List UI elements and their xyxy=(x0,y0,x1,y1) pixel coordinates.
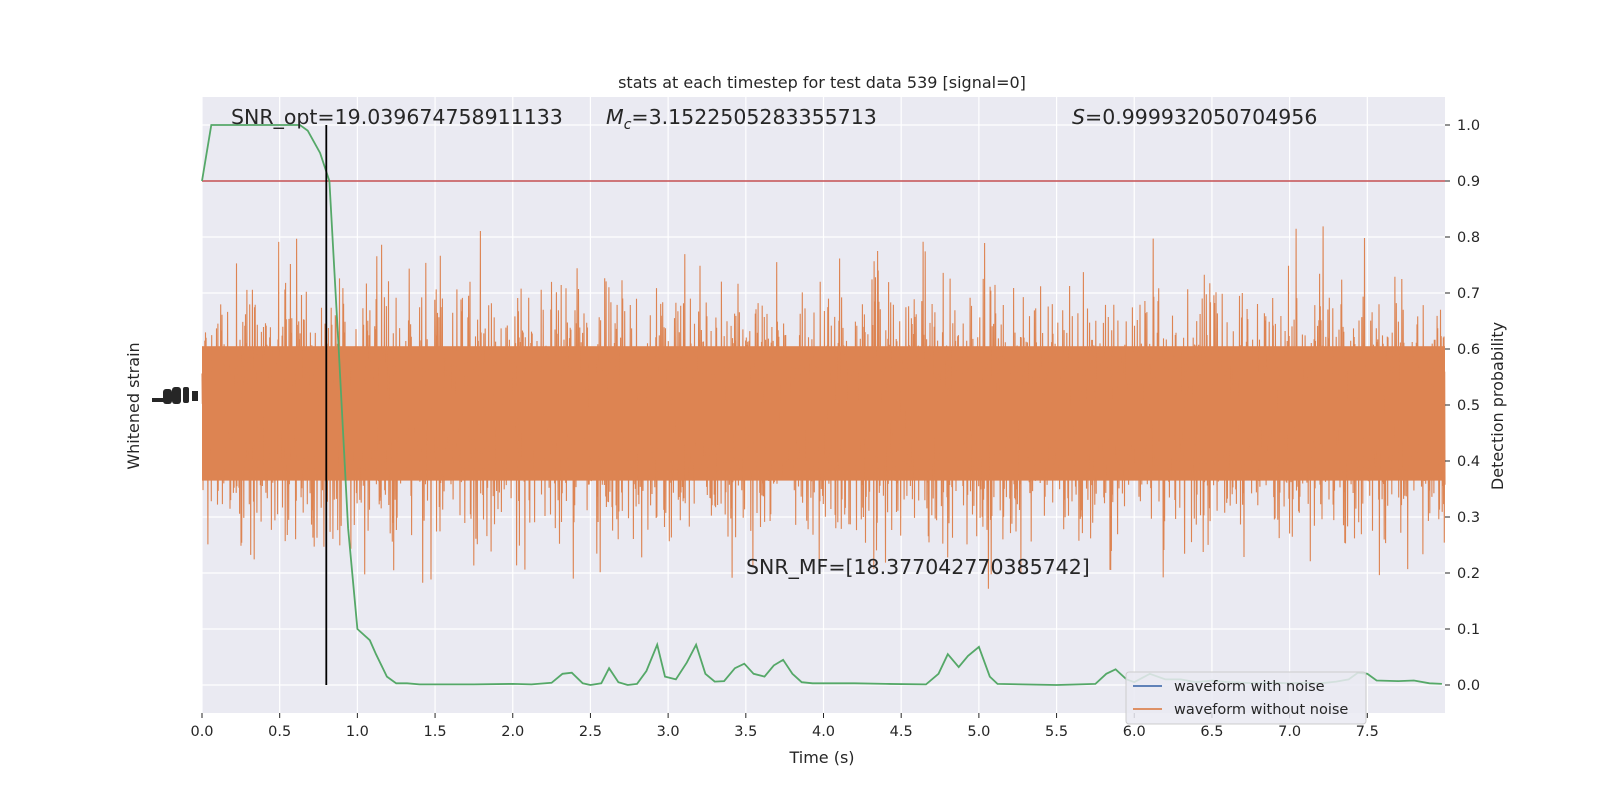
annotation-s-symbol: S xyxy=(1072,105,1085,129)
x-tick-label: 5.5 xyxy=(1045,724,1068,740)
y-tick-label: 0.3 xyxy=(1457,510,1480,526)
y-tick-label: 0.9 xyxy=(1457,174,1480,190)
x-tick-label: 6.0 xyxy=(1123,724,1146,740)
x-tick-label: 0.0 xyxy=(190,724,213,740)
series-waveform-without-noise xyxy=(201,226,1446,589)
annotation-mc-symbol: M xyxy=(606,105,624,129)
x-tick-label: 6.5 xyxy=(1200,724,1223,740)
legend-label-with-noise: waveform with noise xyxy=(1174,679,1325,695)
annotation-mc-subscript: c xyxy=(624,117,632,133)
y-axis-label-right: Detection probability xyxy=(1488,322,1507,490)
annotation-mc-value: =3.1522505283355713 xyxy=(631,105,876,129)
x-tick-label: 5.0 xyxy=(967,724,990,740)
x-tick-label: 4.0 xyxy=(812,724,835,740)
y-tick-label: 0.5 xyxy=(1457,398,1480,414)
y-tick-label: 0.1 xyxy=(1457,622,1480,638)
y-axis-label-left: Whitened strain xyxy=(124,342,143,469)
x-tick-label: 3.0 xyxy=(657,724,680,740)
y-tick-label: 0.6 xyxy=(1457,342,1480,358)
annotation-s: S=0.999932050704956 xyxy=(1072,105,1317,129)
x-tick-label: 1.0 xyxy=(346,724,369,740)
x-axis-label: Time (s) xyxy=(788,748,854,767)
x-tick-label: 2.5 xyxy=(579,724,602,740)
chart-title: stats at each timestep for test data 539… xyxy=(618,73,1026,92)
x-tick-label: 1.5 xyxy=(424,724,447,740)
y-tick-label: 0.2 xyxy=(1457,566,1480,582)
strain-series xyxy=(201,226,1446,589)
y-tick-label: 1.0 xyxy=(1457,118,1480,134)
y-tick-label: 0.0 xyxy=(1457,678,1480,694)
x-tick-label: 0.5 xyxy=(268,724,291,740)
annotation-mc: Mc=3.1522505283355713 xyxy=(606,105,877,133)
x-tick-label: 4.5 xyxy=(890,724,913,740)
annotation-s-value: =0.999932050704956 xyxy=(1085,105,1317,129)
x-tick-label: 7.0 xyxy=(1278,724,1301,740)
legend-box xyxy=(1125,671,1367,725)
y-right-axis-ticks: 0.0 0.1 0.2 0.3 0.4 0.5 0.6 0.7 0.8 0.9 1.0 xyxy=(1445,118,1480,694)
y-tick-label: 0.4 xyxy=(1457,454,1480,470)
legend-label-without-noise: waveform without noise xyxy=(1174,702,1348,718)
x-axis-ticks: 0.0 0.5 1.0 1.5 2.0 2.5 3.0 3.5 4.0 4.5 5.0 5.5 6.0 6… xyxy=(190,713,1379,740)
annotation-snr-opt: SNR_opt=19.039674758911133 xyxy=(231,105,563,130)
y-tick-label: 0.8 xyxy=(1457,230,1480,246)
left-tick-label-cluster xyxy=(152,387,198,404)
y-tick-label: 0.7 xyxy=(1457,286,1480,302)
annotation-snr-mf: SNR_MF=[18.377042770385742] xyxy=(746,555,1090,580)
legend: waveform with noise waveform without noi… xyxy=(1125,671,1367,725)
x-tick-label: 7.5 xyxy=(1356,724,1379,740)
x-tick-label: 2.0 xyxy=(501,724,524,740)
x-tick-label: 3.5 xyxy=(734,724,757,740)
